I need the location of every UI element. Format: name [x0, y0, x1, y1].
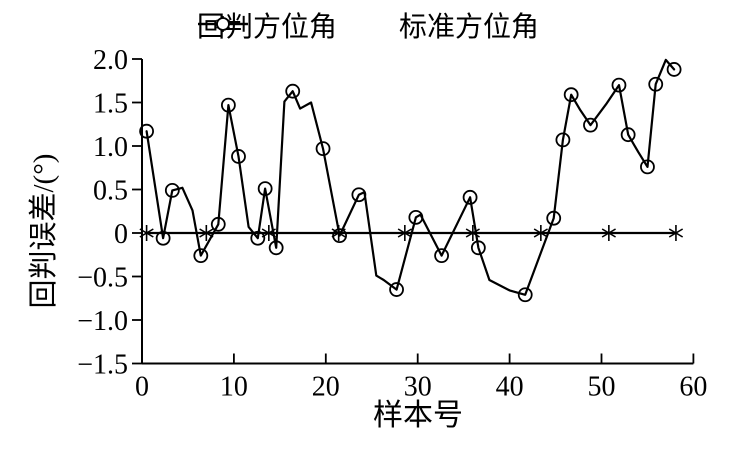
series-biaozhun-circle-marker	[193, 248, 209, 264]
series-huipan-asterisk-marker	[601, 228, 616, 238]
series-biaozhun-circle-marker	[434, 248, 449, 264]
series-huipan-asterisk-marker	[397, 228, 412, 238]
y-tick-label: 0.5	[93, 176, 128, 207]
series-biaozhun-circle-marker	[462, 189, 478, 205]
series-biaozhun-circle-marker	[517, 287, 533, 303]
x-tick-label: 40	[496, 372, 524, 403]
series-biaozhun-circle-marker	[164, 182, 180, 198]
legend-label-biaozhun: 标准方位角	[399, 12, 540, 43]
series-biaozhun-circle-marker	[648, 76, 664, 92]
series-biaozhun-circle-marker	[285, 83, 301, 99]
series-biaozhun-circle-marker	[408, 209, 424, 225]
x-tick-label: 0	[135, 372, 149, 403]
series-biaozhun-circle-marker	[332, 228, 347, 244]
series-biaozhun-circle-marker	[470, 240, 486, 256]
series-biaozhun-circle-marker	[210, 216, 226, 232]
legend-item-biaozhun: 标准方位角	[198, 12, 540, 43]
series-biaozhun-circle-marker	[563, 87, 579, 103]
series-biaozhun-circle-marker	[155, 230, 171, 246]
series-biaozhun-circle-marker	[620, 127, 636, 143]
series-biaozhun-circle-marker	[315, 141, 331, 157]
series-biaozhun-circle-marker	[351, 187, 367, 203]
series-biaozhun-circle-marker	[640, 159, 655, 175]
series-biaozhun-circle-marker	[389, 282, 404, 297]
series-biaozhun-circle-marker	[546, 210, 562, 226]
series-biaozhun-circle-marker	[555, 132, 571, 148]
series-biaozhun-circle-marker	[257, 181, 273, 197]
x-tick-label: 10	[220, 372, 248, 403]
series-biaozhun-circle-marker	[611, 77, 627, 93]
series-huipan-asterisk-marker	[139, 228, 154, 238]
series-biaozhun-circle-marker	[583, 117, 598, 133]
x-tick-label: 20	[312, 372, 340, 403]
y-tick-label: −1.5	[77, 350, 128, 381]
series-biaozhun-circle-marker	[220, 97, 236, 113]
series-huipan-asterisk-marker	[465, 228, 480, 238]
series-biaozhun-circle-marker	[231, 149, 246, 164]
y-tick-label: −1.0	[77, 306, 128, 337]
series-biaozhun-line	[145, 58, 676, 296]
y-tick-label: 2.0	[93, 45, 128, 76]
y-tick-label: 1.5	[93, 89, 128, 120]
series-biaozhun-circle-marker	[666, 62, 682, 77]
y-tick-label: 1.0	[93, 132, 128, 163]
x-axis-label: 样本号	[373, 399, 463, 432]
series-huipan-asterisk-marker	[533, 228, 548, 238]
x-tick-label: 50	[588, 372, 616, 403]
circle-marker-icon	[198, 17, 248, 31]
x-tick-label: 30	[404, 372, 432, 403]
chart-legend: 回判方位角 标准方位角	[197, 13, 539, 43]
y-axis-label: 回判误差/(°)	[28, 153, 60, 309]
y-tick-label: −0.5	[77, 263, 128, 294]
y-tick-label: 0	[114, 219, 128, 250]
series-huipan-asterisk-marker	[199, 228, 214, 238]
series-biaozhun-circle-marker	[250, 230, 266, 246]
series-huipan-asterisk-marker	[668, 228, 684, 238]
series-biaozhun-circle-marker	[139, 123, 154, 139]
series-biaozhun-circle-marker	[268, 240, 284, 256]
x-tick-label: 60	[679, 372, 707, 403]
